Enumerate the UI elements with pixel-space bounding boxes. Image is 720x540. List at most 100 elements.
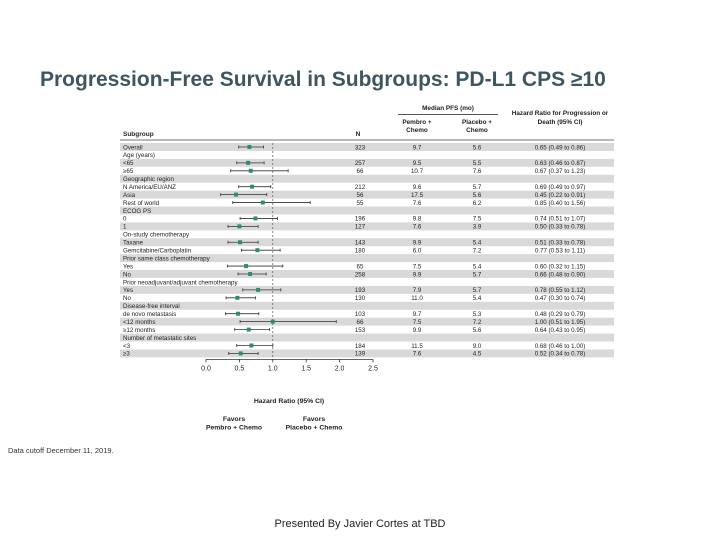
- pembro-median: 11.0: [411, 295, 423, 302]
- pembro-median: 7.6: [413, 224, 422, 231]
- subgroup-label: No: [123, 295, 131, 302]
- subgroup-label: 1: [123, 224, 127, 231]
- pembro-median: 9.6: [413, 184, 422, 191]
- hr-point: [247, 144, 252, 149]
- hazard-ratio-header: Hazard Ratio for Progression or Death (9…: [511, 110, 609, 126]
- x-axis: 0.0 0.5 1.0 1.5 2.0 2.5: [201, 358, 378, 372]
- subgroup-label: Prior same class chemotherapy: [123, 255, 211, 262]
- pembro-median: 10.7: [411, 168, 424, 175]
- placebo-median: 6.2: [473, 200, 482, 207]
- hazard-ratio-value: 0.47 (0.30 to 0.74): [535, 295, 586, 302]
- hr-point: [244, 264, 249, 269]
- x-axis-label: Hazard Ratio (95% CI): [254, 398, 324, 405]
- row-band: [120, 158, 614, 167]
- x-tick-label: 1.0: [268, 365, 278, 372]
- pembro-median: 9.9: [413, 240, 422, 247]
- row-band: [120, 190, 614, 199]
- row-band: [120, 222, 614, 231]
- row-band: [120, 238, 614, 247]
- hr-point: [253, 216, 258, 221]
- n-value: 66: [357, 168, 364, 175]
- n-value: 65: [357, 263, 364, 270]
- n-header: N: [356, 131, 361, 138]
- n-value: 184: [355, 343, 366, 350]
- placebo-median: 7.5: [473, 216, 482, 223]
- row-band: [120, 301, 614, 310]
- placebo-median: 7.6: [473, 168, 482, 175]
- row-band: [120, 285, 614, 294]
- hazard-ratio-value: 0.63 (0.46 to 0.87): [535, 160, 586, 167]
- hr-point: [237, 224, 242, 229]
- subgroup-label: ≥3: [123, 351, 130, 358]
- n-value: 130: [355, 295, 366, 302]
- hazard-ratio-value: 0.65 (0.49 to 0.86): [535, 144, 586, 151]
- hazard-ratio-value: 0.60 (0.32 to 1.15): [535, 263, 586, 270]
- row-band: [120, 270, 614, 278]
- n-value: 153: [355, 327, 366, 334]
- subgroup-label: Yes: [123, 263, 133, 270]
- subgroup-label: Age (years): [123, 152, 155, 159]
- placebo-median: 7.2: [473, 247, 482, 254]
- hazard-ratio-value: 0.85 (0.40 to 1.56): [535, 200, 586, 207]
- n-value: 103: [355, 311, 366, 318]
- subgroup-label: Overall: [123, 144, 143, 151]
- placebo-median: 9.0: [473, 343, 482, 350]
- n-value: 66: [357, 319, 364, 326]
- hr-point: [270, 319, 275, 324]
- pembro-median: 7.6: [413, 351, 422, 358]
- row-band: [120, 143, 614, 151]
- placebo-median: 5.7: [473, 184, 482, 191]
- subgroup-label: Rest of world: [123, 200, 160, 207]
- subgroup-label: <65: [123, 160, 134, 167]
- median-pfs-header: Median PFS (mo): [398, 105, 498, 115]
- hr-point: [246, 327, 251, 332]
- placebo-median: 5.5: [473, 160, 482, 167]
- favors-right-label: Favors Placebo + Chemo: [286, 416, 343, 432]
- subgroup-label: Prior neoadjuvant/adjuvant chemotherapy: [123, 279, 238, 286]
- hr-point: [250, 184, 255, 189]
- row-band: [120, 254, 614, 263]
- data-cutoff-note: Data cutoff December 11, 2019.: [8, 446, 114, 455]
- favors-left-label: Favors Pembro + Chemo: [206, 416, 262, 432]
- x-tick-label: 1.5: [301, 365, 311, 372]
- hazard-ratio-value: 0.48 (0.29 to 0.79): [535, 311, 586, 318]
- placebo-median: 5.6: [473, 192, 482, 199]
- placebo-median: 5.3: [473, 311, 482, 318]
- hr-point: [260, 200, 265, 205]
- row-band: [120, 174, 614, 183]
- n-value: 56: [357, 192, 364, 199]
- row-bands: [120, 143, 614, 358]
- hr-point: [234, 192, 239, 197]
- hazard-ratio-value: 0.51 (0.33 to 0.78): [535, 240, 586, 247]
- hazard-ratio-value: 0.68 (0.46 to 1.00): [535, 343, 586, 350]
- x-tick-label: 2.0: [335, 365, 345, 372]
- pembro-column-header: Pembro + Chemo: [402, 119, 432, 134]
- hr-point: [256, 287, 261, 292]
- subgroup-label: Yes: [123, 287, 133, 294]
- hazard-ratio-value: 0.69 (0.49 to 0.97): [535, 184, 586, 191]
- pembro-median: 7.9: [413, 287, 422, 294]
- hazard-ratio-value: 0.52 (0.34 to 0.78): [535, 351, 586, 358]
- presenter-footer: Presented By Javier Cortes at TBD: [274, 518, 446, 530]
- subgroup-label: <12 months: [123, 319, 156, 326]
- pembro-median: 9.5: [413, 160, 422, 167]
- pembro-median: 7.6: [413, 200, 422, 207]
- x-tick-label: 0.5: [235, 365, 245, 372]
- pembro-median: 9.8: [413, 216, 422, 223]
- placebo-median: 5.4: [473, 263, 482, 270]
- subgroup-label: No: [123, 271, 131, 278]
- pembro-median: 6.0: [413, 247, 422, 254]
- n-value: 258: [355, 271, 366, 278]
- n-value: 180: [355, 247, 366, 254]
- hr-point: [236, 311, 241, 316]
- slide-title: Progression-Free Survival in Subgroups: …: [40, 68, 606, 91]
- placebo-median: 5.6: [473, 144, 482, 151]
- x-tick-label: 2.5: [368, 365, 378, 372]
- placebo-median: 5.4: [473, 295, 482, 302]
- pembro-median: 7.5: [413, 263, 422, 270]
- plot-area: [220, 143, 337, 360]
- hr-point: [238, 351, 243, 356]
- n-value: 139: [355, 351, 366, 358]
- subgroup-header: Subgroup: [123, 131, 154, 138]
